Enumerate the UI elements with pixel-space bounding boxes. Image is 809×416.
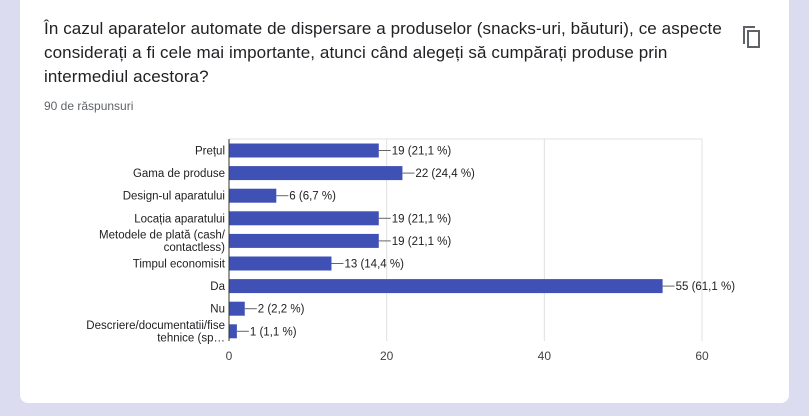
data-label: 6 (6,7 %)	[289, 191, 336, 203]
data-label: 13 (14,4 %)	[344, 259, 404, 271]
x-tick-label: 0	[226, 349, 233, 363]
category-label: Timpul economisit	[133, 259, 226, 271]
category-label: Prețul	[195, 146, 225, 158]
category-label: Metodele de plată (cash/	[99, 230, 226, 242]
bar	[229, 233, 379, 248]
data-label: 2 (2,2 %)	[258, 304, 305, 316]
bar	[229, 211, 379, 226]
data-label: 19 (21,1 %)	[392, 213, 452, 225]
category-label: contactless)	[164, 242, 226, 254]
bar	[229, 188, 277, 203]
data-label: 19 (21,1 %)	[392, 146, 452, 158]
category-label: Da	[210, 281, 225, 293]
question-title: În cazul aparatelor automate de dispersa…	[44, 19, 722, 86]
bar	[229, 279, 663, 294]
x-tick-label: 40	[538, 349, 552, 363]
category-label: Nu	[210, 304, 225, 316]
bar	[229, 301, 245, 316]
data-label: 1 (1,1 %)	[250, 326, 297, 338]
copy-icon	[743, 26, 760, 48]
bar	[229, 166, 403, 181]
data-label: 55 (61,1 %)	[676, 281, 736, 293]
question-card: În cazul aparatelor automate de dispersa…	[20, 0, 789, 403]
x-tick-label: 60	[695, 349, 709, 363]
category-label: Locația aparatului	[134, 213, 225, 225]
data-label: 22 (24,4 %)	[415, 168, 475, 180]
x-tick-label: 20	[380, 349, 394, 363]
responses-count: 90 de răspunsuri	[44, 99, 134, 113]
category-label: tehnice (sp…	[157, 333, 225, 345]
bar	[229, 256, 332, 271]
copy-chart-button[interactable]	[738, 20, 764, 50]
category-label: Gama de produse	[133, 168, 225, 180]
bar	[229, 324, 237, 339]
category-label: Descriere/documentatii/fise	[86, 320, 225, 332]
data-label: 19 (21,1 %)	[392, 236, 452, 248]
bar	[229, 143, 379, 158]
category-label: Design-ul aparatului	[123, 191, 225, 203]
